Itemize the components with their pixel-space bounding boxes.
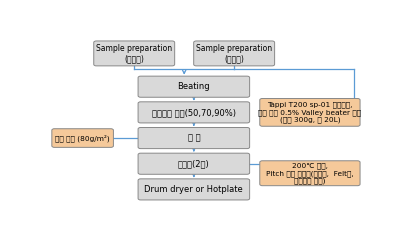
Text: Sample preparation
(코팅지): Sample preparation (코팅지) <box>196 44 272 63</box>
Text: Beating: Beating <box>178 82 210 91</box>
FancyBboxPatch shape <box>260 99 360 126</box>
Text: 혼합비율 조정(50,70,90%): 혼합비율 조정(50,70,90%) <box>152 108 236 117</box>
FancyBboxPatch shape <box>138 102 250 123</box>
Text: Sample preparation
(복사지): Sample preparation (복사지) <box>96 44 172 63</box>
FancyBboxPatch shape <box>138 127 250 149</box>
Text: 200℃ 이상,
Pitch 측정 매개체(부직포,  Felt지,
알루미늄 호일): 200℃ 이상, Pitch 측정 매개체(부직포, Felt지, 알루미늄 호… <box>266 162 354 184</box>
Text: Drum dryer or Hotplate: Drum dryer or Hotplate <box>144 185 243 194</box>
FancyBboxPatch shape <box>138 76 250 97</box>
Text: 쿠 치: 쿠 치 <box>188 134 200 143</box>
FancyBboxPatch shape <box>94 41 175 66</box>
Text: 수초 보정 (80g/m²): 수초 보정 (80g/m²) <box>55 134 110 142</box>
FancyBboxPatch shape <box>194 41 275 66</box>
FancyBboxPatch shape <box>138 153 250 174</box>
FancyBboxPatch shape <box>260 161 360 186</box>
Text: Tappi T200 sp-01 의거하여,
지료 농도 0.5% Valley beater 고해
(전건 300g, 물 20L): Tappi T200 sp-01 의거하여, 지료 농도 0.5% Valley… <box>258 102 362 123</box>
Text: 프레스(2회): 프레스(2회) <box>178 159 210 168</box>
FancyBboxPatch shape <box>138 179 250 200</box>
FancyBboxPatch shape <box>52 129 114 147</box>
